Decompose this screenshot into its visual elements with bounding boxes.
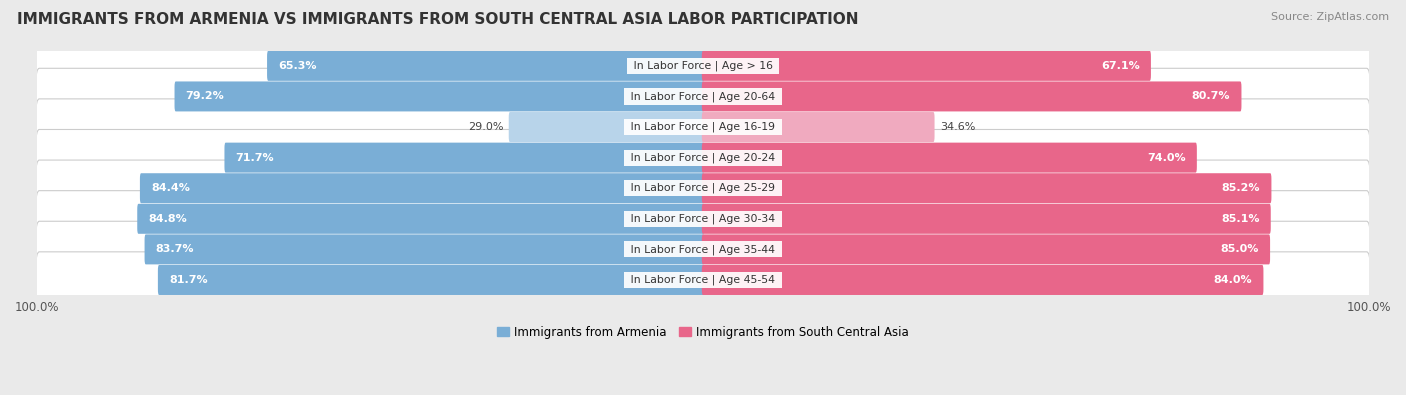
Text: 85.0%: 85.0%: [1220, 245, 1258, 254]
FancyBboxPatch shape: [37, 221, 1369, 278]
Text: 85.1%: 85.1%: [1220, 214, 1260, 224]
Text: 67.1%: 67.1%: [1101, 61, 1140, 71]
FancyBboxPatch shape: [702, 112, 935, 142]
FancyBboxPatch shape: [174, 81, 704, 111]
Text: In Labor Force | Age 16-19: In Labor Force | Age 16-19: [627, 122, 779, 132]
FancyBboxPatch shape: [702, 234, 1270, 264]
FancyBboxPatch shape: [37, 252, 1369, 308]
Text: In Labor Force | Age 20-64: In Labor Force | Age 20-64: [627, 91, 779, 102]
Text: 29.0%: 29.0%: [468, 122, 503, 132]
Text: 84.4%: 84.4%: [150, 183, 190, 193]
FancyBboxPatch shape: [267, 51, 704, 81]
FancyBboxPatch shape: [702, 143, 1197, 173]
Text: 85.2%: 85.2%: [1222, 183, 1260, 193]
Text: 71.7%: 71.7%: [236, 152, 274, 163]
Text: 65.3%: 65.3%: [278, 61, 316, 71]
Text: 74.0%: 74.0%: [1147, 152, 1185, 163]
FancyBboxPatch shape: [138, 204, 704, 234]
Text: In Labor Force | Age 30-34: In Labor Force | Age 30-34: [627, 214, 779, 224]
FancyBboxPatch shape: [702, 204, 1271, 234]
FancyBboxPatch shape: [37, 160, 1369, 216]
FancyBboxPatch shape: [145, 234, 704, 264]
FancyBboxPatch shape: [702, 51, 1152, 81]
FancyBboxPatch shape: [702, 173, 1271, 203]
Legend: Immigrants from Armenia, Immigrants from South Central Asia: Immigrants from Armenia, Immigrants from…: [492, 321, 914, 343]
FancyBboxPatch shape: [37, 99, 1369, 155]
Text: 81.7%: 81.7%: [169, 275, 208, 285]
FancyBboxPatch shape: [37, 38, 1369, 94]
FancyBboxPatch shape: [702, 265, 1264, 295]
Text: In Labor Force | Age 35-44: In Labor Force | Age 35-44: [627, 244, 779, 255]
Text: 84.8%: 84.8%: [149, 214, 187, 224]
Text: 84.0%: 84.0%: [1213, 275, 1253, 285]
Text: IMMIGRANTS FROM ARMENIA VS IMMIGRANTS FROM SOUTH CENTRAL ASIA LABOR PARTICIPATIO: IMMIGRANTS FROM ARMENIA VS IMMIGRANTS FR…: [17, 12, 859, 27]
Text: 83.7%: 83.7%: [156, 245, 194, 254]
FancyBboxPatch shape: [702, 81, 1241, 111]
FancyBboxPatch shape: [37, 130, 1369, 186]
FancyBboxPatch shape: [141, 173, 704, 203]
Text: Source: ZipAtlas.com: Source: ZipAtlas.com: [1271, 12, 1389, 22]
FancyBboxPatch shape: [37, 68, 1369, 124]
Text: 80.7%: 80.7%: [1192, 91, 1230, 102]
FancyBboxPatch shape: [157, 265, 704, 295]
FancyBboxPatch shape: [225, 143, 704, 173]
Text: 79.2%: 79.2%: [186, 91, 225, 102]
Text: In Labor Force | Age 45-54: In Labor Force | Age 45-54: [627, 275, 779, 285]
Text: In Labor Force | Age > 16: In Labor Force | Age > 16: [630, 60, 776, 71]
Text: 34.6%: 34.6%: [941, 122, 976, 132]
Text: In Labor Force | Age 20-24: In Labor Force | Age 20-24: [627, 152, 779, 163]
FancyBboxPatch shape: [37, 191, 1369, 247]
FancyBboxPatch shape: [509, 112, 704, 142]
Text: In Labor Force | Age 25-29: In Labor Force | Age 25-29: [627, 183, 779, 194]
